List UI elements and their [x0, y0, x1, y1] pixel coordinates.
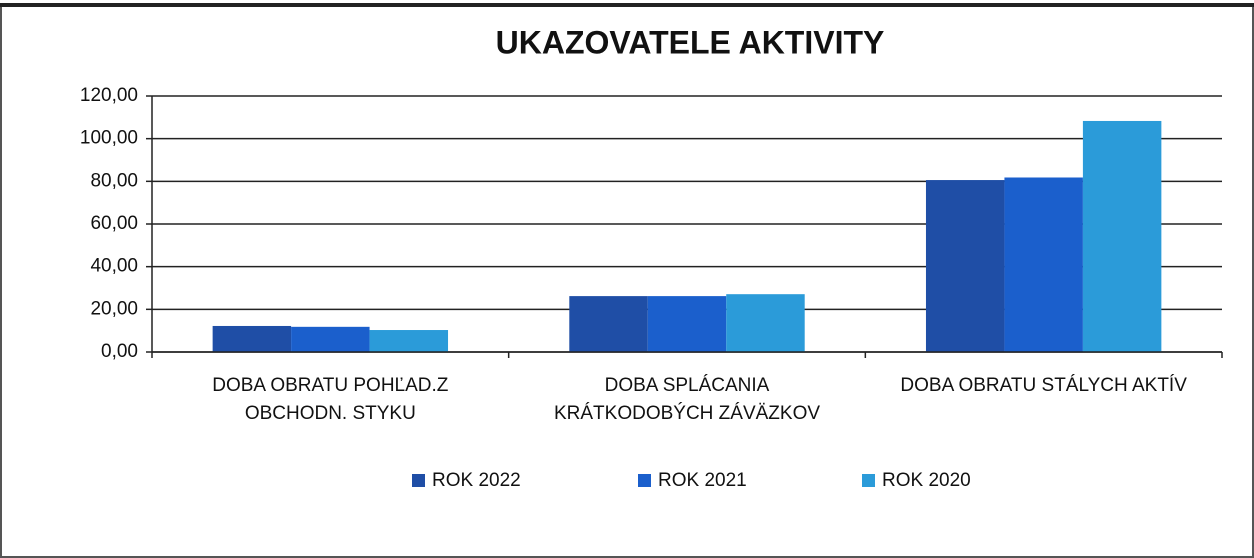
y-tick-label: 120,00: [80, 85, 138, 106]
x-tick-label: DOBA OBRATU POHĽAD.Z OBCHODN. STYKU: [212, 375, 449, 424]
bar: [569, 296, 648, 352]
y-tick-label: 80,00: [90, 170, 138, 191]
bar: [726, 294, 805, 352]
legend-label: ROK 2022: [432, 470, 521, 491]
chart-title: UKAZOVATELE AKTIVITY: [496, 24, 885, 60]
legend-swatch: [638, 474, 651, 487]
legend-label: ROK 2020: [882, 470, 971, 491]
x-tick-label: DOBA OBRATU STÁLYCH AKTÍV: [900, 375, 1187, 396]
legend-label: ROK 2021: [658, 470, 747, 491]
bar: [212, 325, 292, 352]
y-tick-label: 20,00: [90, 298, 138, 319]
y-tick-label: 40,00: [90, 256, 138, 277]
bar: [369, 330, 449, 352]
bar: [291, 326, 370, 352]
y-tick-label: 0,00: [101, 341, 138, 362]
y-tick-label: 100,00: [80, 128, 138, 149]
y-tick-label: 60,00: [90, 213, 138, 234]
bar: [647, 296, 727, 352]
bar: [1082, 120, 1162, 353]
bar: [1004, 177, 1083, 352]
x-tick-label: DOBA SPLÁCANIA KRÁTKODOBÝCH ZÁVÄZKOV: [553, 375, 821, 424]
legend-swatch: [412, 474, 425, 487]
bar: [925, 180, 1005, 352]
legend-swatch: [862, 474, 875, 487]
